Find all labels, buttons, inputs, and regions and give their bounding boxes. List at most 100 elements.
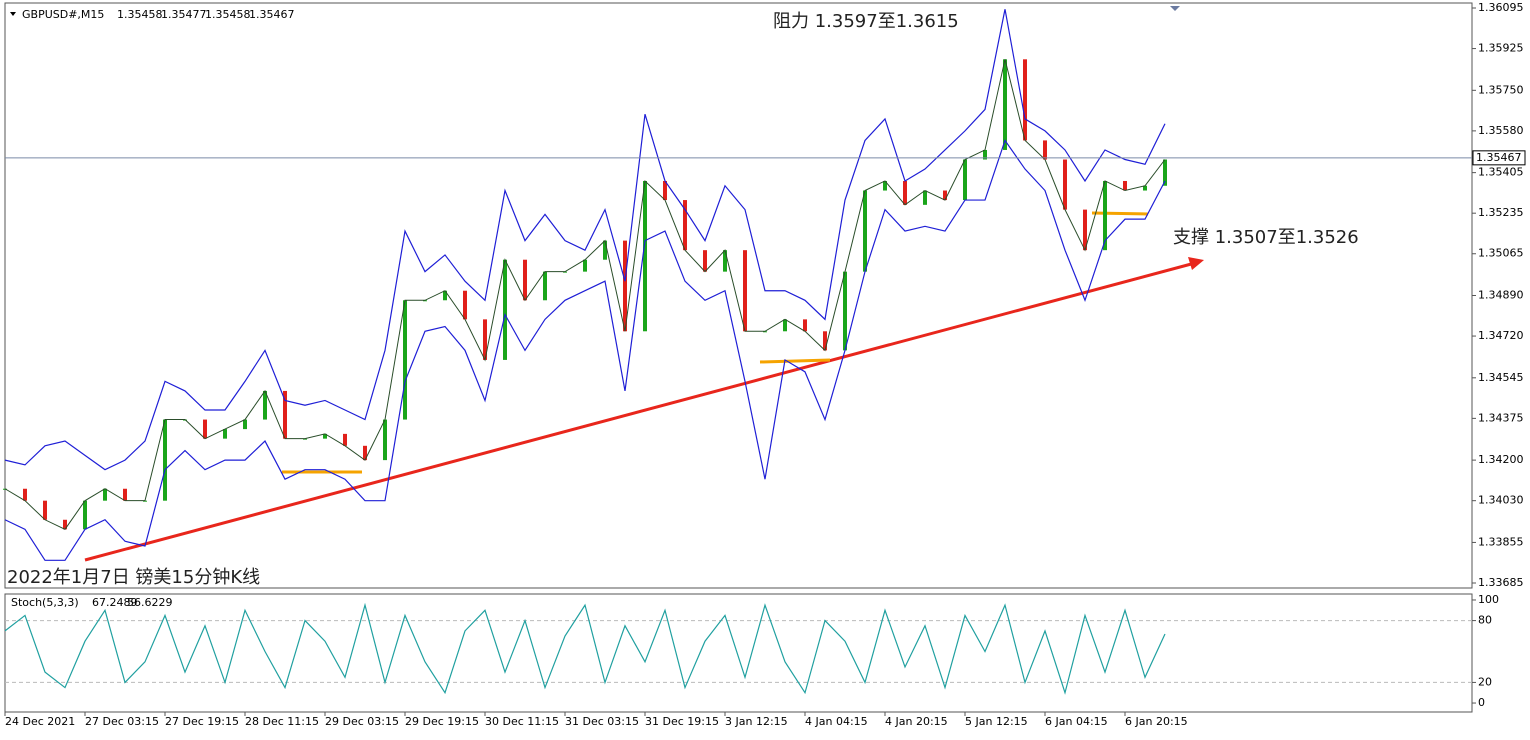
y-tick-label: 1.33855 <box>1478 535 1524 548</box>
high: 1.35477 <box>161 8 207 21</box>
candle <box>663 180 667 201</box>
candle <box>903 180 907 205</box>
candle <box>963 159 967 201</box>
candle <box>743 250 747 332</box>
menu-arrow <box>10 12 16 16</box>
x-tick-label: 4 Jan 04:15 <box>805 715 868 728</box>
candle <box>523 259 527 301</box>
x-tick-label: 31 Dec 19:15 <box>645 715 719 728</box>
candle <box>403 300 407 420</box>
candle <box>163 419 167 501</box>
candle <box>1163 159 1167 186</box>
candle <box>543 271 547 301</box>
support-note: 支撑 1.3507至1.3526 <box>1173 227 1359 248</box>
candle <box>223 429 227 439</box>
candle <box>63 519 67 530</box>
x-tick-label: 5 Jan 12:15 <box>965 715 1028 728</box>
y-tick-label: 100 <box>1478 593 1499 606</box>
trend-line <box>84 261 1196 562</box>
candle <box>1043 140 1047 160</box>
x-tick-label: 30 Dec 11:15 <box>485 715 559 728</box>
x-tick-label: 6 Jan 20:15 <box>1125 715 1188 728</box>
candle <box>103 488 107 501</box>
candle <box>643 180 647 332</box>
candle <box>43 500 47 520</box>
candle <box>463 290 467 320</box>
y-tick-label: 1.34375 <box>1478 411 1524 424</box>
x-tick-label: 6 Jan 04:15 <box>1045 715 1108 728</box>
candle <box>383 419 387 461</box>
candle <box>243 419 247 430</box>
x-tick-label: 31 Dec 03:15 <box>565 715 639 728</box>
resistance-note: 阻力 1.3597至1.3615 <box>773 11 959 32</box>
close: 1.35467 <box>249 8 295 21</box>
y-tick-label: 1.35580 <box>1478 124 1524 137</box>
candle <box>203 419 207 439</box>
y-tick-label: 80 <box>1478 614 1492 627</box>
y-tick-label: 20 <box>1478 675 1492 688</box>
x-tick-label: 24 Dec 2021 <box>5 715 75 728</box>
marker <box>1170 6 1180 11</box>
x-tick-label: 28 Dec 11:15 <box>245 715 319 728</box>
close-line <box>4 59 1166 530</box>
candle <box>703 250 707 272</box>
candle <box>123 488 127 501</box>
y-tick-label: 1.35925 <box>1478 42 1524 55</box>
candle <box>1143 185 1147 191</box>
candle <box>283 390 287 439</box>
candle <box>503 259 507 360</box>
candle <box>483 319 487 360</box>
y-tick-label: 1.34720 <box>1478 329 1524 342</box>
band-line <box>4 139 1166 561</box>
stoch-title: Stoch(5,3,3) <box>11 596 79 609</box>
candle <box>683 200 687 251</box>
y-tick-label: 1.35750 <box>1478 83 1524 96</box>
candle <box>263 390 267 420</box>
stoch-d: 56.6229 <box>127 596 173 609</box>
candle <box>843 271 847 351</box>
y-tick-label: 0 <box>1478 696 1485 709</box>
stoch-line <box>4 602 1166 695</box>
chart-caption: 2022年1月7日 镑美15分钟K线 <box>7 567 260 588</box>
y-tick-label: 1.35065 <box>1478 247 1524 260</box>
candle <box>863 190 867 272</box>
candle <box>583 259 587 272</box>
y-tick-label: 1.34200 <box>1478 453 1524 466</box>
candle <box>443 290 447 301</box>
candle <box>343 433 347 446</box>
candle <box>23 488 27 501</box>
candle <box>983 149 987 160</box>
stoch-frame <box>4 593 1473 713</box>
y-tick-label: 1.34545 <box>1478 371 1524 384</box>
current-price-box <box>1472 150 1526 166</box>
y-tick-label: 1.34890 <box>1478 289 1524 302</box>
x-tick-label: 4 Jan 20:15 <box>885 715 948 728</box>
band-line <box>4 9 1166 471</box>
candle <box>803 319 807 332</box>
y-tick-label: 1.35405 <box>1478 166 1524 179</box>
candle <box>603 240 607 260</box>
candle <box>1023 59 1027 141</box>
low: 1.35458 <box>205 8 251 21</box>
support-mark <box>759 358 831 364</box>
x-tick-label: 27 Dec 19:15 <box>165 715 239 728</box>
y-tick-label: 1.33685 <box>1478 576 1524 589</box>
candle <box>923 190 927 205</box>
support-mark <box>1091 211 1149 216</box>
stoch-k: 67.2489 <box>92 596 138 609</box>
trend-arrow <box>1188 257 1204 270</box>
candle <box>1123 180 1127 191</box>
y-tick-label: 1.34030 <box>1478 494 1524 507</box>
candle <box>783 319 787 332</box>
symbol: GBPUSD#,M15 <box>22 8 104 21</box>
candle <box>1003 59 1007 150</box>
candle <box>883 180 887 191</box>
x-tick-label: 3 Jan 12:15 <box>725 715 788 728</box>
open: 1.35458 <box>117 8 163 21</box>
candle <box>823 331 827 351</box>
candle <box>723 250 727 272</box>
x-tick-label: 29 Dec 03:15 <box>325 715 399 728</box>
candle <box>83 500 87 530</box>
